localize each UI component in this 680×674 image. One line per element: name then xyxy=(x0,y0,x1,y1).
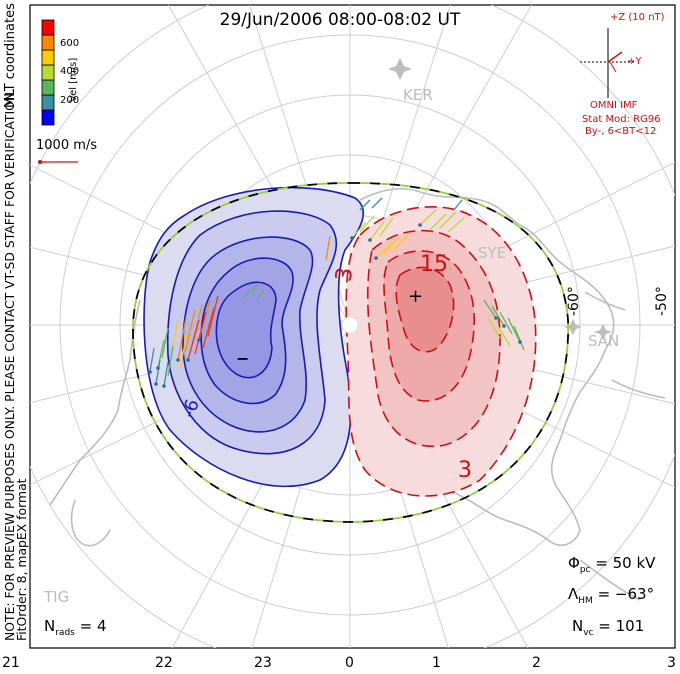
latitude-label-60: -60° xyxy=(566,286,582,316)
mlt-tick-22: 22 xyxy=(155,655,173,671)
velocity-vectors-west xyxy=(148,295,219,388)
contour-label-pos-15: 15 xyxy=(420,252,448,277)
velocity-vectors-center xyxy=(243,283,265,299)
potential-min-marker: − xyxy=(236,349,250,368)
negative-potential-cell xyxy=(143,186,365,488)
latitude-label-50: -50° xyxy=(654,286,670,316)
imf-clock-dial xyxy=(580,28,636,98)
stat-radar-count: Nrads = 4 xyxy=(44,617,107,638)
stat-cross-polar-potential: Φpc = 50 kV xyxy=(568,554,656,575)
stat-vector-count: Nvc = 101 xyxy=(572,617,645,638)
map-title: 29/Jun/2006 08:00-08:02 UT xyxy=(219,10,461,30)
station-label-sye: SYE xyxy=(478,244,507,262)
station-label-ker: KER xyxy=(403,86,433,104)
velocity-vectors-east xyxy=(483,299,525,351)
imf-bz-label: +Z (10 nT) xyxy=(610,12,665,23)
potential-max-marker: + xyxy=(408,286,424,307)
velocity-colorbar xyxy=(41,19,55,126)
station-label-san: SAN xyxy=(588,332,620,350)
stat-hm-latitude: ΛHM = −63° xyxy=(568,585,655,606)
imf-by-label: +Y xyxy=(627,56,642,67)
positive-potential-cell xyxy=(345,206,537,497)
mlt-tick-21: 21 xyxy=(2,655,20,671)
imf-model: Stat Mod: RG96 xyxy=(582,114,661,125)
colorbar-tick-400: 400 xyxy=(60,66,80,77)
fitorder-note: FitOrder: 8, mapEX format xyxy=(14,478,29,641)
colorbar-tick-200: 200 xyxy=(60,95,80,106)
mlt-tick-0: 0 xyxy=(345,655,354,671)
velocity-vectors-north xyxy=(325,197,465,261)
coastline xyxy=(49,187,615,547)
pole-marker xyxy=(341,316,359,334)
reference-vector-label: 1000 m/s xyxy=(36,138,98,153)
colorbar-tick-600: 600 xyxy=(60,38,80,49)
heppner-maynard-boundary xyxy=(132,182,569,523)
mlt-tick-2: 2 xyxy=(532,655,541,671)
plot-frame xyxy=(29,4,676,649)
mlt-tick-1: 1 xyxy=(432,655,441,671)
imf-source: OMNI IMF xyxy=(590,100,638,111)
reference-vector xyxy=(38,160,78,164)
coastline-east xyxy=(579,291,666,601)
contour-label-pos-outer: 3 xyxy=(458,458,472,483)
mlt-tick-23: 23 xyxy=(254,655,272,671)
imf-bins: By-, 6<BT<12 xyxy=(585,126,657,137)
station-label-tig: TIG xyxy=(44,588,70,606)
mlt-tick-3: 3 xyxy=(667,655,676,671)
